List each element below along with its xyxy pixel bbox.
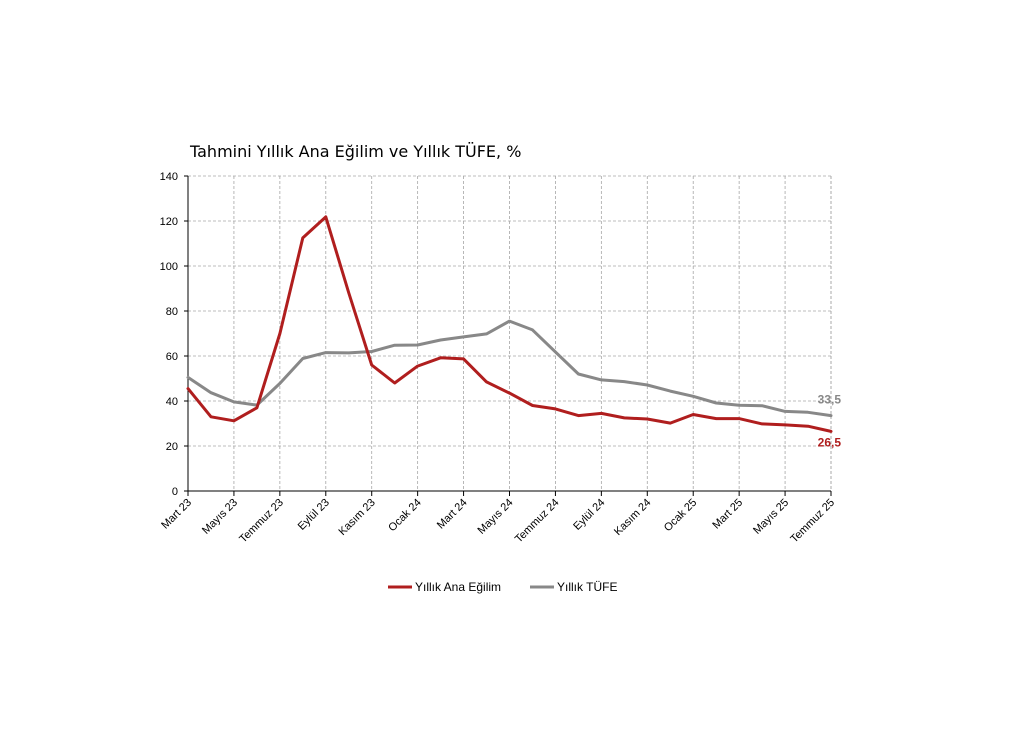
x-tick-label: Kasım 23 bbox=[336, 497, 377, 538]
series-lines bbox=[186, 215, 833, 433]
gridlines bbox=[187, 175, 832, 491]
x-tick-label: Mayıs 25 bbox=[751, 497, 791, 537]
x-tick-label: Mayıs 23 bbox=[200, 497, 240, 537]
end-labels: 26,5 33,5 bbox=[818, 393, 842, 450]
x-tick-label: Mart 23 bbox=[159, 497, 194, 532]
legend-label: Yıllık Ana Eğilim bbox=[415, 580, 501, 594]
y-tick-label: 60 bbox=[166, 351, 178, 363]
x-tick-label: Eylül 24 bbox=[571, 497, 607, 533]
legend-label: Yıllık TÜFE bbox=[557, 580, 617, 594]
x-tick-label: Temmuz 24 bbox=[513, 497, 562, 546]
x-tick-label: Eylül 23 bbox=[296, 497, 332, 533]
x-tick-label: Ocak 24 bbox=[386, 497, 423, 534]
x-tick-label: Ocak 25 bbox=[662, 497, 699, 534]
y-tick-label: 120 bbox=[160, 216, 178, 228]
x-tick-label: Kasım 24 bbox=[612, 497, 653, 538]
end-label-tufe: 33,5 bbox=[818, 393, 842, 407]
y-tick-label: 100 bbox=[160, 261, 178, 273]
x-tick-label: Mart 25 bbox=[710, 497, 745, 532]
series-line-tufe bbox=[186, 319, 833, 418]
x-tick-label: Mayıs 24 bbox=[476, 497, 516, 537]
y-tick-label: 80 bbox=[166, 306, 178, 318]
series-line-ana-egilim bbox=[186, 215, 833, 433]
x-tick-label: Mart 24 bbox=[435, 497, 470, 532]
chart-title: Tahmini Yıllık Ana Eğilim ve Yıllık TÜFE… bbox=[189, 142, 521, 161]
y-tick-label: 40 bbox=[166, 396, 178, 408]
y-axis-ticks: 0 20 40 60 80 100 120 140 bbox=[160, 171, 188, 498]
x-tick-label: Temmuz 25 bbox=[788, 497, 837, 546]
end-label-ana-egilim: 26,5 bbox=[818, 435, 842, 449]
y-tick-label: 140 bbox=[160, 171, 178, 183]
y-tick-label: 20 bbox=[166, 441, 178, 453]
x-tick-label: Temmuz 23 bbox=[237, 497, 286, 546]
legend: Yıllık Ana Eğilim Yıllık TÜFE bbox=[388, 580, 617, 594]
y-tick-label: 0 bbox=[172, 486, 178, 498]
